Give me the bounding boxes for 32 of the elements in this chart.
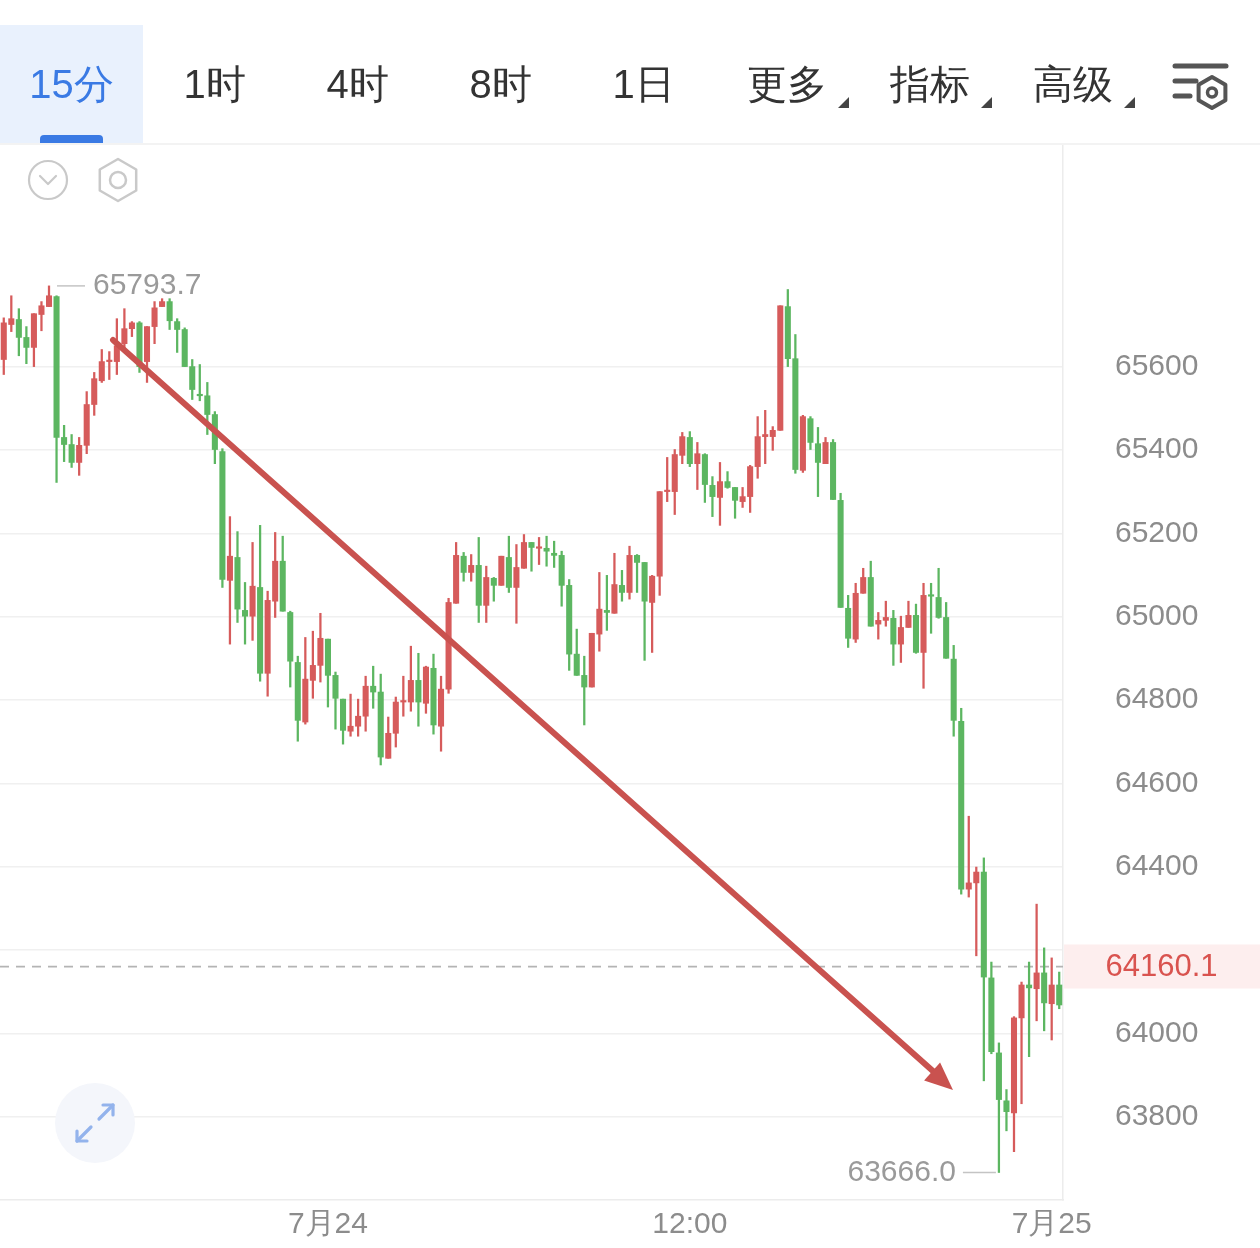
x-tick-label: 12:00 (652, 1206, 728, 1240)
candlestick (709, 476, 716, 517)
ref-line-label: 64160.1 (1105, 948, 1218, 984)
y-tick-label: 64600 (1115, 764, 1199, 798)
x-tick-label: 7月25 (1011, 1206, 1092, 1240)
text: 8时 (469, 60, 532, 108)
text: 15分 (29, 60, 114, 108)
y-tick-label: 65200 (1115, 514, 1199, 548)
x-tick-label: 7月24 (287, 1206, 368, 1240)
candlestick (249, 542, 256, 641)
text: 4时 (326, 60, 389, 108)
text: 1日 (612, 60, 675, 108)
annotation: 65793.7 (93, 267, 202, 301)
candlestick (1033, 903, 1040, 1022)
candlestick (415, 652, 422, 727)
y-tick-label: 63800 (1115, 1097, 1199, 1131)
candlestick (543, 535, 550, 567)
annotation: 63666.0 (847, 1153, 956, 1187)
y-tick-label: 65600 (1115, 347, 1199, 381)
text: 指标 (889, 60, 970, 108)
y-tick-label: 64800 (1115, 681, 1199, 715)
y-tick-label: 64000 (1115, 1014, 1199, 1048)
y-tick-label: 65400 (1115, 431, 1199, 465)
candlestick (1018, 981, 1025, 1105)
y-tick-label: 64400 (1115, 847, 1199, 881)
y-tick-label: 65000 (1115, 597, 1199, 631)
candlestick (528, 542, 535, 572)
text: 1时 (183, 60, 246, 108)
text: 更多 (746, 60, 827, 108)
candlestick (513, 544, 520, 624)
text: 高级 (1032, 60, 1113, 108)
candlestick (1003, 1089, 1010, 1132)
